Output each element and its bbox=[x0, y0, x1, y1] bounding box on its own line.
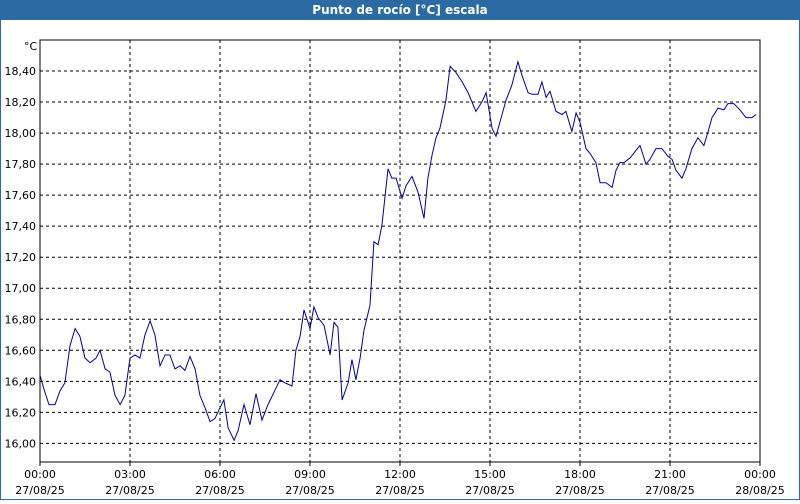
x-tick-date: 27/08/25 bbox=[555, 484, 604, 497]
x-tick-date: 27/08/25 bbox=[375, 484, 424, 497]
y-tick-label: 16,00 bbox=[5, 437, 37, 450]
x-tick-date: 27/08/25 bbox=[195, 484, 244, 497]
x-tick-date: 27/08/25 bbox=[105, 484, 154, 497]
y-tick-label: 18,20 bbox=[5, 96, 37, 109]
y-tick-label: 16,80 bbox=[5, 313, 37, 326]
x-tick-label: 06:00 bbox=[204, 468, 236, 481]
chart-title: Punto de rocío [°C] escala bbox=[312, 3, 487, 17]
y-tick-label: 17,40 bbox=[5, 220, 37, 233]
y-tick-label: 17,00 bbox=[5, 282, 37, 295]
x-tick-label: 15:00 bbox=[474, 468, 506, 481]
x-tick-label: 21:00 bbox=[654, 468, 686, 481]
x-tick-date: 27/08/25 bbox=[15, 484, 64, 497]
x-tick-label: 00:00 bbox=[744, 468, 776, 481]
x-tick-label: 18:00 bbox=[564, 468, 596, 481]
y-tick-label: 16,20 bbox=[5, 406, 37, 419]
x-tick-date: 27/08/25 bbox=[645, 484, 694, 497]
y-tick-label: 17,60 bbox=[5, 189, 37, 202]
x-tick-date: 27/08/25 bbox=[465, 484, 514, 497]
x-tick-label: 03:00 bbox=[114, 468, 146, 481]
x-tick-date: 28/08/25 bbox=[735, 484, 784, 497]
title-bar bbox=[0, 0, 800, 20]
x-tick-label: 12:00 bbox=[384, 468, 416, 481]
y-tick-label: 17,80 bbox=[5, 158, 37, 171]
y-tick-label: 16,60 bbox=[5, 344, 37, 357]
y-tick-label: 18,40 bbox=[5, 65, 37, 78]
y-tick-label: 17,20 bbox=[5, 251, 37, 264]
x-tick-label: 09:00 bbox=[294, 468, 326, 481]
y-unit: °C bbox=[24, 40, 38, 53]
x-tick-label: 00:00 bbox=[24, 468, 56, 481]
x-tick-date: 27/08/25 bbox=[285, 484, 334, 497]
y-tick-label: 16,40 bbox=[5, 375, 37, 388]
y-tick-label: 18,00 bbox=[5, 127, 37, 140]
data-line bbox=[39, 59, 757, 442]
